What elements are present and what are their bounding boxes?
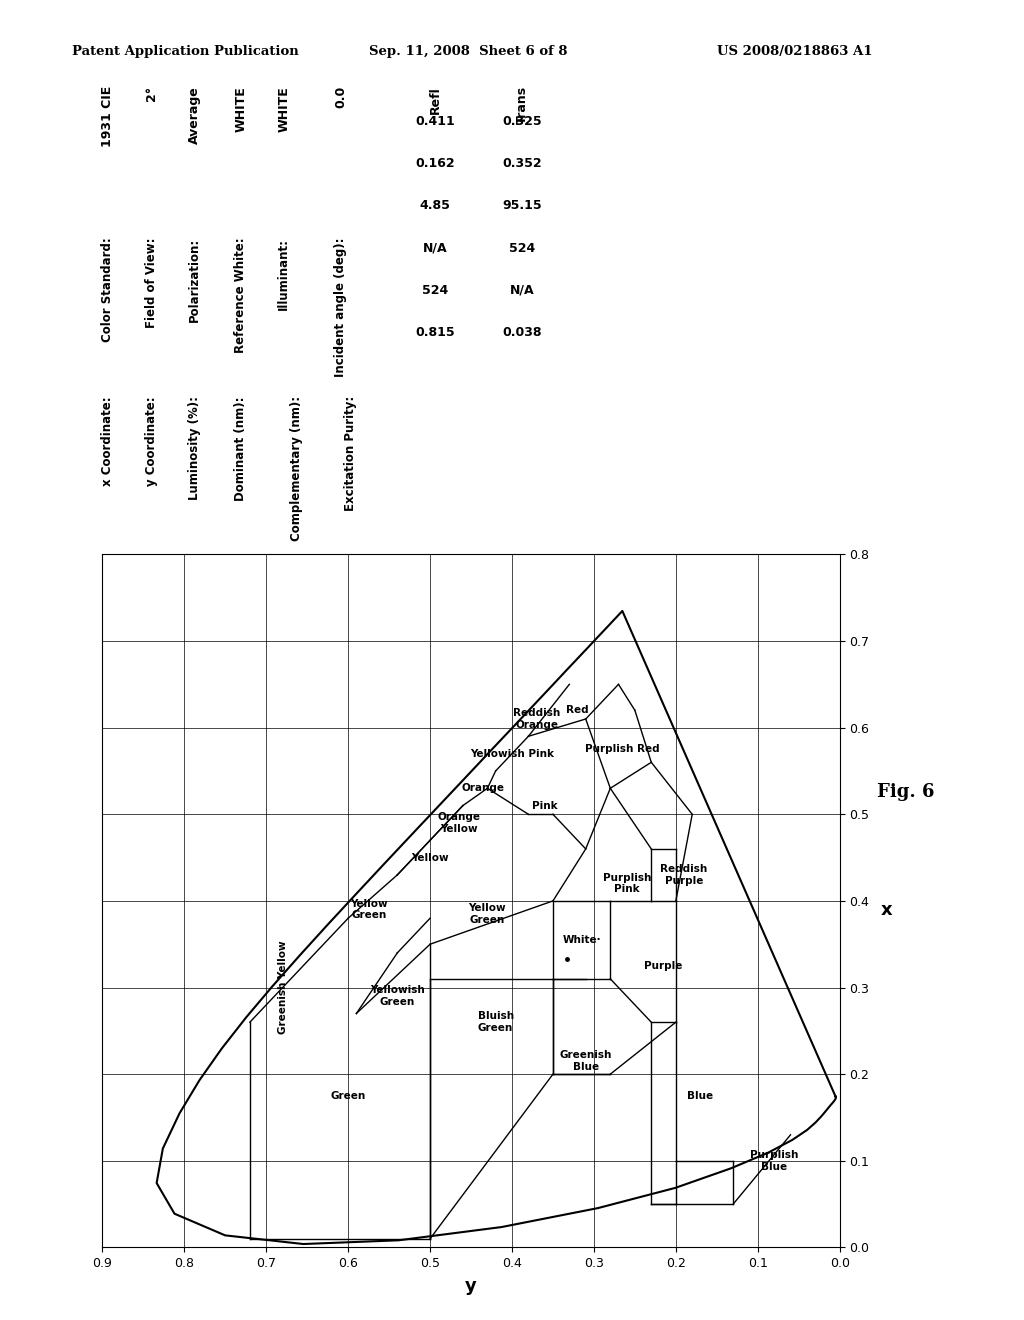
Text: Yellow: Yellow (412, 853, 449, 862)
Text: US 2008/0218863 A1: US 2008/0218863 A1 (717, 45, 872, 58)
Text: N/A: N/A (423, 242, 447, 255)
Text: Polarization:: Polarization: (188, 238, 201, 322)
Text: Dominant (nm):: Dominant (nm): (234, 396, 247, 500)
Text: Green: Green (331, 1090, 366, 1101)
Text: Complementary (nm):: Complementary (nm): (291, 396, 303, 541)
Text: Average: Average (188, 86, 201, 144)
Text: Purple: Purple (644, 961, 683, 972)
Text: Field of View:: Field of View: (145, 238, 158, 329)
Text: Red: Red (566, 705, 589, 715)
Text: 95.15: 95.15 (503, 199, 542, 213)
X-axis label: y: y (465, 1276, 477, 1295)
Text: Purplish
Pink: Purplish Pink (602, 873, 651, 895)
Text: 0.162: 0.162 (416, 157, 455, 170)
Text: White·: White· (562, 935, 601, 945)
Text: Greenish
Blue: Greenish Blue (559, 1051, 612, 1072)
Text: x Coordinate:: x Coordinate: (101, 396, 114, 486)
Text: Reddish
Orange: Reddish Orange (513, 709, 560, 730)
Text: 1931 CIE: 1931 CIE (101, 86, 114, 147)
Text: 0.0: 0.0 (335, 86, 347, 108)
Text: Trans: Trans (516, 86, 528, 124)
Text: Yellowish Pink: Yellowish Pink (470, 748, 554, 759)
Text: y Coordinate:: y Coordinate: (145, 396, 158, 486)
Text: Purplish
Blue: Purplish Blue (750, 1150, 799, 1172)
Text: 2°: 2° (145, 86, 158, 100)
Text: WHITE: WHITE (234, 86, 247, 132)
Text: Color Standard:: Color Standard: (101, 238, 114, 342)
Text: 0.038: 0.038 (503, 326, 542, 339)
Text: Bluish
Green: Bluish Green (477, 1011, 514, 1034)
Text: Yellow
Green: Yellow Green (350, 899, 387, 920)
Text: 0.815: 0.815 (416, 326, 455, 339)
Text: Orange: Orange (462, 783, 505, 793)
Text: Excitation Purity:: Excitation Purity: (344, 396, 356, 511)
Text: Orange
Yellow: Orange Yellow (437, 812, 480, 834)
Text: Reddish
Purple: Reddish Purple (660, 865, 708, 886)
Text: Greenish Yellow: Greenish Yellow (278, 941, 288, 1035)
Text: Fig. 6: Fig. 6 (878, 783, 935, 801)
Text: Reference White:: Reference White: (234, 238, 247, 354)
Text: Patent Application Publication: Patent Application Publication (72, 45, 298, 58)
Text: Blue: Blue (687, 1090, 714, 1101)
Text: N/A: N/A (510, 284, 535, 297)
Text: Refl: Refl (429, 86, 441, 114)
Text: Luminosity (%):: Luminosity (%): (188, 396, 201, 500)
Text: 0.352: 0.352 (503, 157, 542, 170)
Text: WHITE: WHITE (278, 86, 290, 132)
Text: Pink: Pink (531, 801, 558, 810)
Text: 0.411: 0.411 (416, 115, 455, 128)
Y-axis label: x: x (881, 900, 892, 919)
Text: 524: 524 (509, 242, 536, 255)
Text: 4.85: 4.85 (420, 199, 451, 213)
Text: Incident angle (deg):: Incident angle (deg): (335, 238, 347, 378)
Text: Purplish Red: Purplish Red (586, 744, 659, 754)
Text: Yellowish
Green: Yellowish Green (370, 986, 425, 1007)
Text: Yellow
Green: Yellow Green (469, 903, 506, 925)
Text: Illuminant:: Illuminant: (278, 238, 290, 310)
Text: 524: 524 (422, 284, 449, 297)
Text: 0.325: 0.325 (503, 115, 542, 128)
Text: Sep. 11, 2008  Sheet 6 of 8: Sep. 11, 2008 Sheet 6 of 8 (369, 45, 567, 58)
